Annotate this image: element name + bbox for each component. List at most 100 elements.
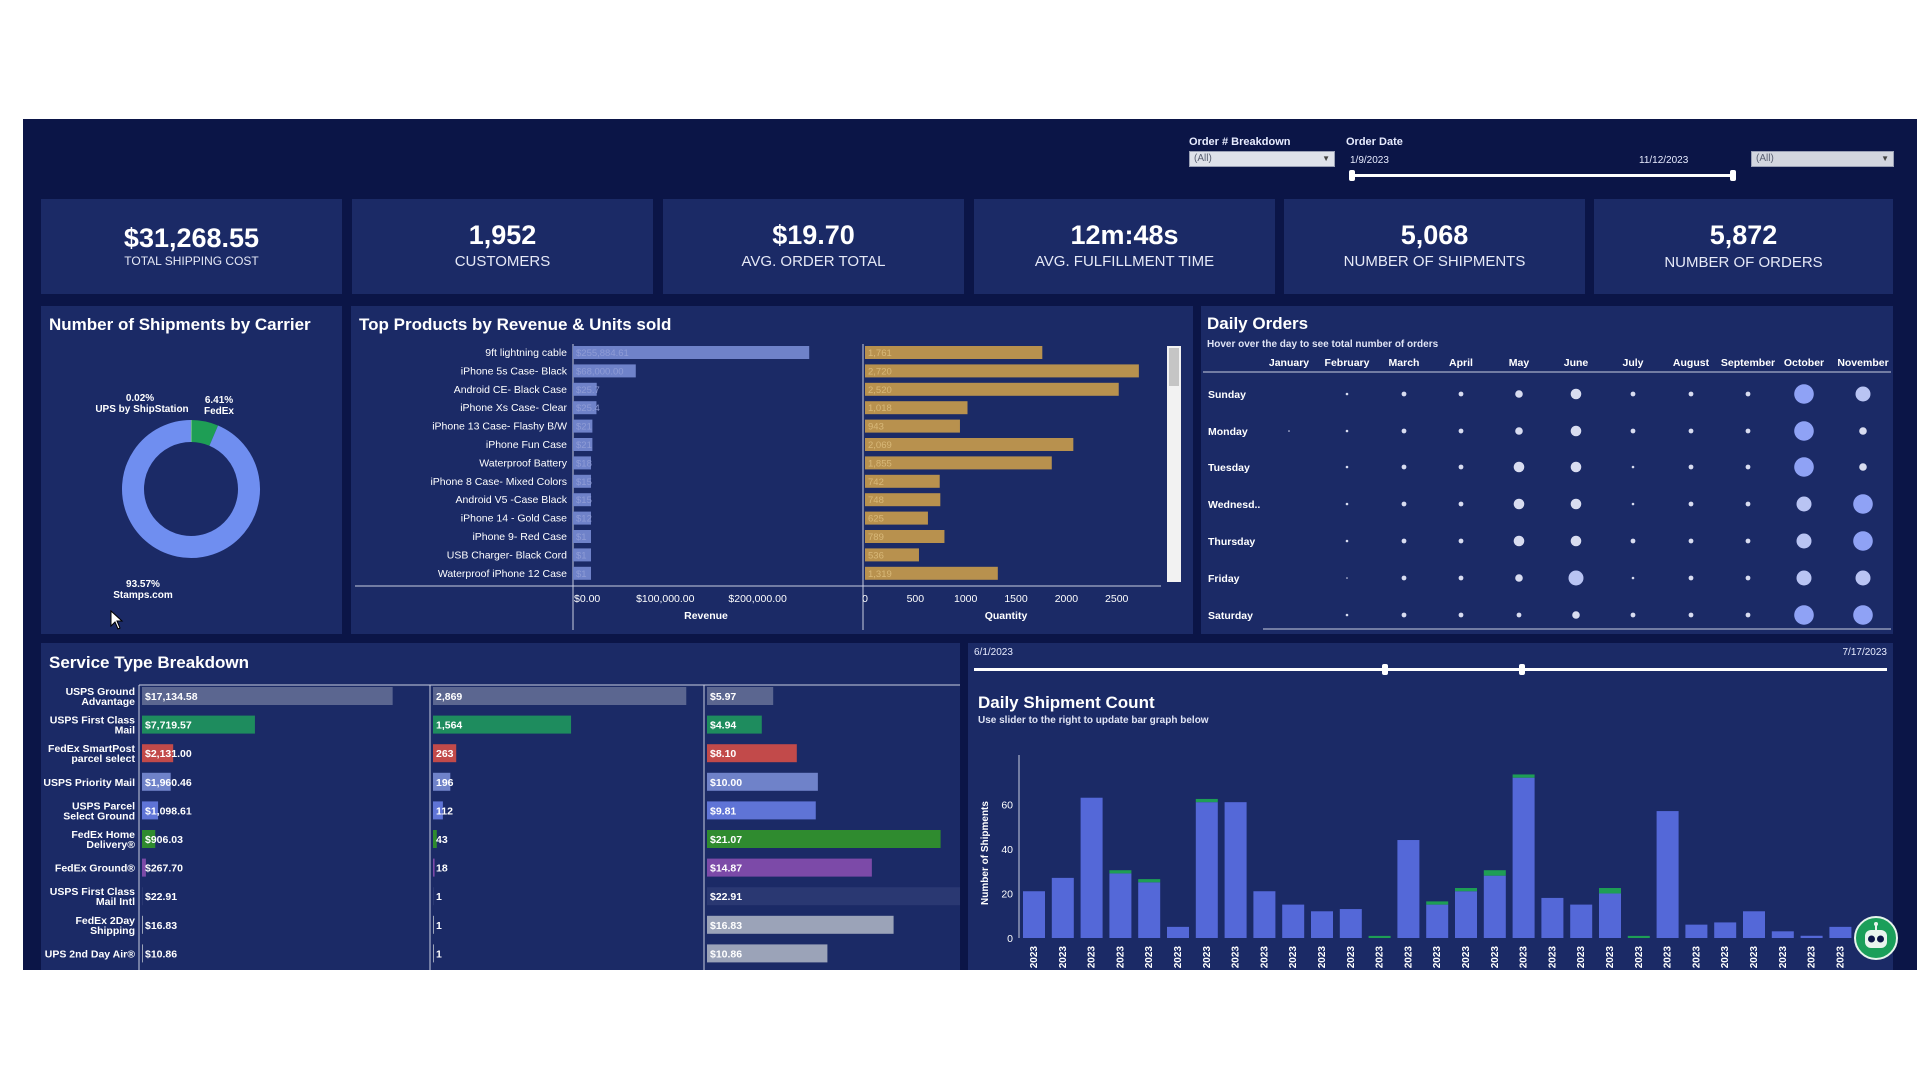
service-bar-label: $16.83 <box>145 920 177 932</box>
shipment-bar-top <box>1483 870 1506 876</box>
x-tick-label: 2023 <box>1490 946 1501 969</box>
shipment-panel-subtitle: Use slider to the right to update bar gr… <box>978 715 1209 726</box>
x-tick-label: 2023 <box>1691 946 1702 969</box>
order-dot <box>1688 538 1694 544</box>
kpi-value: $31,268.55 <box>123 223 260 253</box>
order-dot <box>1345 465 1349 469</box>
service-bar-label: 1,564 <box>436 720 462 732</box>
scrollbar <box>1167 346 1181 582</box>
order-dot <box>1345 613 1349 617</box>
order-dot <box>1570 535 1582 547</box>
shipment-bar <box>1743 911 1765 938</box>
service-panel: Service Type Breakdown USPS Ground Advant… <box>41 643 960 970</box>
revenue-bar <box>573 401 597 415</box>
day-label: Monday <box>1208 426 1248 438</box>
shipment-bar <box>1541 897 1564 938</box>
quantity-tick: 1500 <box>1004 593 1028 605</box>
day-label: Thursday <box>1208 536 1255 548</box>
month-label: November <box>1837 357 1888 369</box>
shipment-slider-end-handle[interactable] <box>1518 664 1525 675</box>
products-bar-chart: 9ft lightning cable $255,884.61 1,761 iPhon… <box>355 344 1181 630</box>
kpi-avg-fulfillment-time: 12m:48s AVG. FULFILLMENT TIME <box>974 199 1275 294</box>
donut-label-name: Stamps.com <box>113 590 173 601</box>
service-label: FedEx Home <box>71 829 135 841</box>
service-bar <box>142 687 393 705</box>
shipment-slider-start-handle[interactable] <box>1381 664 1388 675</box>
quantity-bar-label: 789 <box>868 532 884 543</box>
shipment-bar <box>1138 882 1161 938</box>
shipment-bar <box>1253 891 1276 938</box>
month-label: March <box>1389 357 1420 369</box>
order-date-slider-start-handle[interactable] <box>1349 170 1355 181</box>
shipment-bar <box>1397 840 1420 938</box>
x-tick-label: 2023 <box>1835 946 1846 969</box>
order-date-slider-track[interactable] <box>1349 170 1736 181</box>
service-bar <box>142 715 255 734</box>
revenue-bar <box>573 493 591 507</box>
kpi-value: $19.70 <box>772 220 855 250</box>
shipment-bar-top <box>1599 888 1621 894</box>
order-dot <box>1796 570 1812 586</box>
shipment-bar <box>1195 802 1218 938</box>
kpi-value: 1,952 <box>468 220 537 250</box>
chevron-down-icon: ▼ <box>1322 154 1330 163</box>
revenue-bar-label: $25.7 <box>576 385 600 396</box>
mouse-pointer-icon <box>110 610 124 630</box>
order-dot <box>1345 539 1349 543</box>
y-tick-label: 0 <box>1007 933 1013 945</box>
order-breakdown-select[interactable]: (All) ▼ <box>1189 151 1335 167</box>
order-dot <box>1745 391 1751 397</box>
shipment-date-slider-track[interactable] <box>974 664 1887 675</box>
shipment-bar <box>1483 875 1506 938</box>
service-bar <box>433 801 443 820</box>
service-bar-label: 1 <box>436 891 442 903</box>
order-dot <box>1570 461 1582 473</box>
shipment-panel-title: Daily Shipment Count <box>978 693 1155 712</box>
order-dot <box>1401 538 1407 544</box>
service-bar-label: $8.10 <box>710 748 736 760</box>
quantity-bar <box>865 474 940 488</box>
service-bar-label: $1,960.46 <box>145 777 192 789</box>
month-label: August <box>1673 357 1710 369</box>
shipment-bar <box>1339 909 1362 938</box>
order-dot <box>1631 576 1635 580</box>
order-dot <box>1794 605 1814 625</box>
x-tick-label: 2023 <box>1605 946 1616 969</box>
revenue-bar-label: $15 <box>576 477 592 488</box>
month-label: July <box>1622 357 1643 369</box>
x-tick-label: 2023 <box>1634 946 1645 969</box>
quantity-bar <box>865 530 945 543</box>
shipment-bar <box>1829 926 1852 938</box>
order-date-slider-end-handle[interactable] <box>1730 170 1736 181</box>
x-tick-label: 2023 <box>1202 946 1213 969</box>
product-label: Android V5 -Case Black <box>456 494 568 506</box>
assistant-robot-icon[interactable] <box>1854 916 1898 960</box>
quantity-bar-label: 748 <box>868 495 884 506</box>
kpi-total-shipping-cost: $31,268.55 TOTAL SHIPPING COST <box>41 199 342 294</box>
order-dot <box>1458 612 1464 618</box>
carrier-panel-title: Number of Shipments by Carrier <box>49 315 311 334</box>
kpi-label: NUMBER OF SHIPMENTS <box>1343 253 1526 270</box>
month-label: February <box>1325 357 1370 369</box>
shipment-bar <box>1426 904 1449 938</box>
order-dot <box>1745 501 1751 507</box>
service-label: Mail <box>115 725 136 737</box>
service-bar <box>433 887 434 906</box>
secondary-filter-select[interactable]: (All) ▼ <box>1751 151 1894 167</box>
service-bar-label: $7,719.57 <box>145 720 192 732</box>
service-bar-label: $16.83 <box>710 920 742 932</box>
order-dot <box>1745 575 1751 581</box>
service-bar-label: $22.91 <box>710 891 742 903</box>
daily-orders-title: Daily Orders <box>1207 314 1309 333</box>
order-dot <box>1572 611 1580 619</box>
order-dot <box>1630 538 1636 544</box>
service-bar-label: 112 <box>436 805 453 817</box>
x-tick-label: 2023 <box>1087 946 1098 969</box>
service-label: Delivery® <box>86 839 135 851</box>
quantity-bar <box>865 548 919 562</box>
service-bar-label: 1 <box>436 920 442 932</box>
order-dot <box>1853 531 1873 551</box>
quantity-bar-label: 2,069 <box>868 440 892 451</box>
daily-orders-panel: Daily Orders Hover over the day to see t… <box>1201 306 1893 634</box>
service-bar <box>707 801 816 820</box>
